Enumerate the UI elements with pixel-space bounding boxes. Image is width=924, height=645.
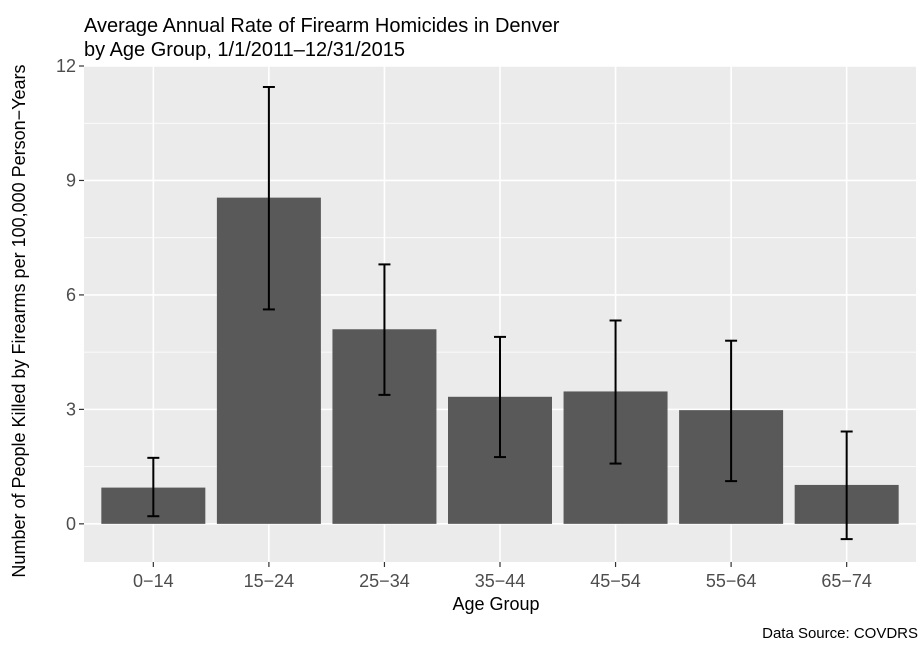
y-tick-label: 3 (66, 399, 76, 419)
x-tick-label: 15−24 (244, 571, 295, 591)
y-tick-label: 0 (66, 514, 76, 534)
chart-title: Average Annual Rate of Firearm Homicides… (84, 15, 560, 61)
y-tick-label: 12 (56, 56, 76, 76)
x-axis: 0−14 15−24 25−34 35−44 45−54 55−64 65−74 (133, 562, 872, 591)
x-tick-label: 0−14 (133, 571, 174, 591)
y-axis: 0 3 6 9 12 (56, 56, 84, 534)
error-bar (147, 456, 160, 518)
x-tick-label: 65−74 (821, 571, 872, 591)
error-bar (494, 335, 506, 459)
x-axis-title: Age Group (452, 594, 539, 614)
error-bar (725, 339, 738, 483)
error-bar (262, 85, 275, 311)
x-tick-label: 35−44 (475, 571, 526, 591)
chart-title-line-1: Average Annual Rate of Firearm Homicides… (84, 15, 560, 37)
error-bar (840, 430, 853, 541)
x-tick-label: 45−54 (590, 571, 641, 591)
data-source-caption: Data Source: COVDRS (762, 625, 918, 642)
error-bar (378, 263, 391, 396)
y-tick-label: 9 (66, 170, 76, 190)
error-bar (609, 319, 622, 465)
chart-title-line-2: by Age Group, 1/1/2011–12/31/2015 (84, 39, 405, 61)
y-axis-title: Number of People Killed by Firearms per … (9, 64, 29, 577)
y-tick-label: 6 (66, 285, 76, 305)
error-bars (147, 85, 853, 541)
x-tick-label: 55−64 (706, 571, 757, 591)
x-tick-label: 25−34 (359, 571, 410, 591)
